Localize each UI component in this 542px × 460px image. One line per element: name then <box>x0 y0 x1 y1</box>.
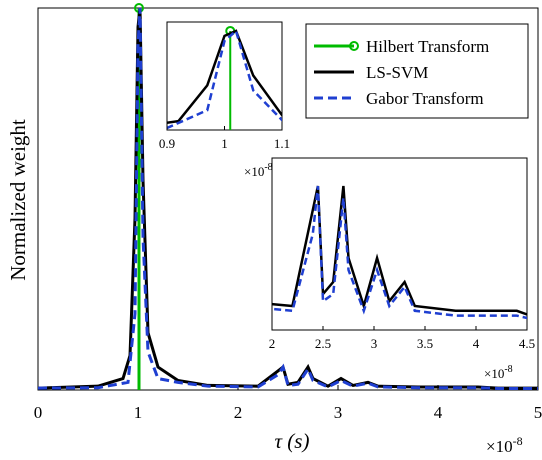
inset-zoom-echoes <box>271 157 528 331</box>
inset1-tick-label: 1.1 <box>274 136 290 151</box>
legend-marker-hilbert <box>349 41 359 51</box>
x-tick-label: 0 <box>34 403 43 422</box>
inset1-exponent-power: -8 <box>264 162 272 173</box>
inset2-exponent: ×10-8 <box>484 364 513 381</box>
x-axis-exponent-base: ×10 <box>486 437 513 456</box>
legend: Hilbert Transform LS-SVM Gabor Transform <box>305 23 529 119</box>
inset2-line-gabor <box>272 185 527 320</box>
inset2-tick-label: 2 <box>269 336 276 351</box>
inset1-x-ticks: 0.9 1 1.1 <box>159 126 290 151</box>
inset2-tick-label: 4 <box>473 336 480 351</box>
x-axis-label: τ (s) <box>275 429 310 453</box>
x-tick-label: 5 <box>534 403 542 422</box>
x-tick-label: 4 <box>434 403 443 422</box>
inset2-exponent-base: ×10 <box>484 366 504 381</box>
inset2-line-lssvm <box>272 185 527 316</box>
inset1-exponent: ×10-8 <box>244 162 273 179</box>
inset2-tick-label: 4.5 <box>519 336 535 351</box>
inset2-tick-label: 3.5 <box>417 336 433 351</box>
legend-label-gabor: Gabor Transform <box>366 89 484 108</box>
legend-label-lssvm: LS-SVM <box>366 63 428 82</box>
x-tick-label: 2 <box>234 403 243 422</box>
inset2-tick-label: 2.5 <box>315 336 331 351</box>
inset1-tick-label: 0.9 <box>159 136 175 151</box>
series-line-gabor <box>37 7 538 390</box>
inset2-series-group <box>272 185 527 320</box>
legend-label-hilbert: Hilbert Transform <box>366 37 489 56</box>
inset1-exponent-base: ×10 <box>244 164 264 179</box>
x-tick-label: 3 <box>334 403 343 422</box>
inset2-x-ticks: 2 2.5 3 3.5 4 4.5 <box>269 326 535 351</box>
x-axis-exponent: ×10-8 <box>486 434 523 456</box>
x-axis-ticks: 0 1 2 3 4 5 <box>34 385 542 422</box>
inset2-tick-label: 3 <box>371 336 378 351</box>
inset1-tick-label: 1 <box>221 136 228 151</box>
x-tick-label: 1 <box>134 403 143 422</box>
main-series-group <box>37 3 538 390</box>
inset1-series-group <box>167 25 282 130</box>
x-axis-exponent-power: -8 <box>513 434 523 448</box>
inset2-exponent-power: -8 <box>504 364 512 375</box>
inset1-line-lssvm <box>167 29 282 125</box>
inset1-line-gabor <box>167 28 282 130</box>
y-axis-label: Normalized weight <box>6 119 30 281</box>
